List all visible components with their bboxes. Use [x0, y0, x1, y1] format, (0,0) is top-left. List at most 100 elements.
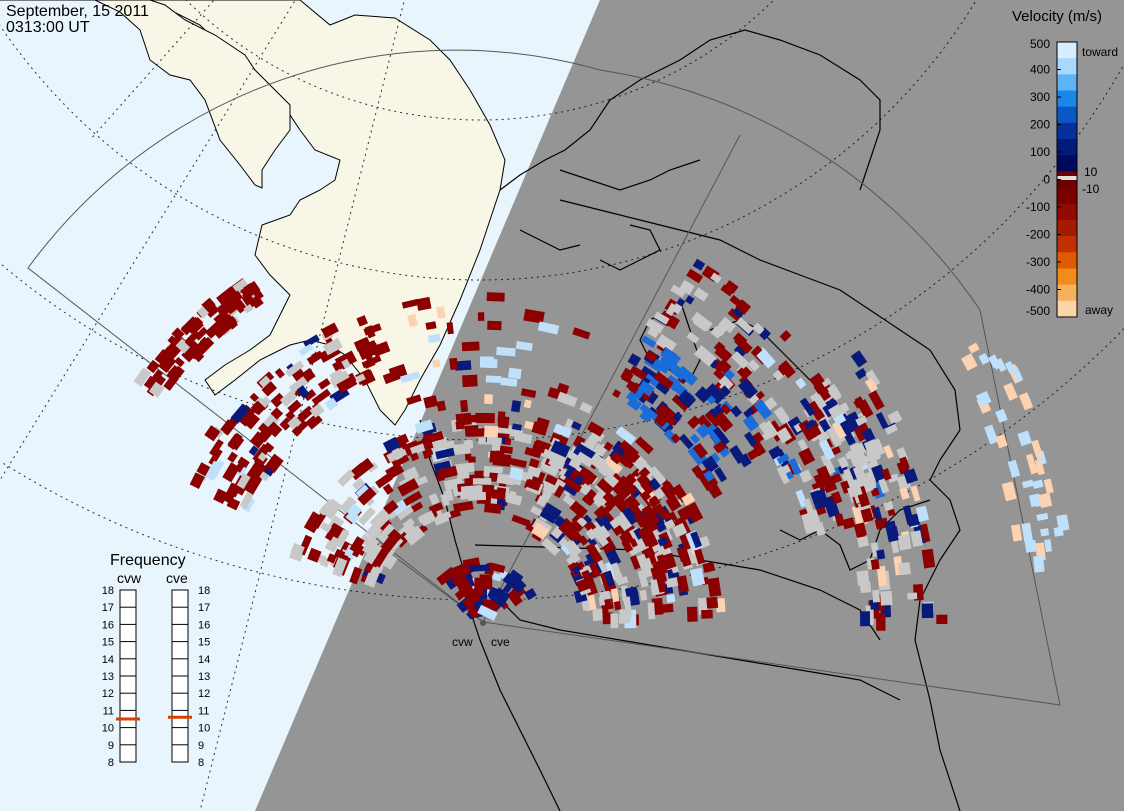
- frequency-tick-label: 12: [102, 688, 114, 700]
- velocity-cell: [485, 375, 502, 384]
- velocity-cell: [678, 531, 691, 551]
- velocity-cell: [259, 471, 270, 482]
- velocity-cell: [356, 315, 368, 327]
- velocity-cell: [593, 505, 609, 520]
- colorbar-segment: [1057, 155, 1077, 173]
- velocity-cell: [414, 419, 434, 434]
- velocity-cell: [500, 377, 518, 387]
- velocity-cell: [637, 569, 649, 588]
- frequency-tick-label: 8: [198, 757, 204, 769]
- velocity-cell: [507, 457, 527, 468]
- velocity-cell: [604, 598, 612, 609]
- velocity-cell: [756, 348, 776, 369]
- velocity-cell: [588, 453, 607, 471]
- velocity-cell: [875, 411, 889, 430]
- velocity-cell: [248, 297, 260, 308]
- velocity-cell: [544, 474, 558, 486]
- velocity-cell: [288, 376, 309, 395]
- velocity-cell: [634, 512, 648, 528]
- velocity-cell: [870, 558, 880, 570]
- colorbar-tick-label: 0: [1043, 173, 1050, 187]
- velocity-cell: [903, 468, 919, 484]
- velocity-cell: [446, 322, 454, 335]
- velocity-cell: [758, 421, 774, 440]
- velocity-cell: [349, 536, 365, 554]
- colorbar-segment: [1057, 42, 1077, 59]
- colorbar-tick-label: 500: [1030, 37, 1050, 51]
- velocity-cell: [237, 456, 250, 469]
- velocity-cell: [421, 436, 434, 451]
- velocity-cell: [432, 359, 441, 368]
- velocity-cell: [798, 447, 816, 466]
- freq-label-cve: cve: [166, 570, 188, 586]
- velocity-cell: [326, 553, 337, 564]
- velocity-cell: [576, 516, 588, 528]
- velocity-cell: [860, 611, 871, 627]
- colorbar-segment: [1057, 58, 1077, 75]
- velocity-cell: [296, 385, 310, 399]
- velocity-cell: [689, 567, 706, 587]
- velocity-cell: [402, 490, 423, 507]
- velocity-cell: [868, 390, 885, 411]
- velocity-cell: [776, 453, 790, 465]
- velocity-cell: [581, 569, 594, 586]
- velocity-cell: [452, 443, 471, 456]
- velocity-cell: [593, 530, 609, 547]
- velocity-cell: [297, 405, 315, 422]
- velocity-cell: [563, 449, 584, 465]
- velocity-cell: [776, 427, 792, 444]
- velocity-cell: [491, 572, 502, 582]
- velocity-cell: [855, 367, 868, 380]
- colorbar-segment: [1057, 90, 1077, 108]
- velocity-cell: [656, 554, 667, 566]
- frequency-tick-label: 16: [102, 619, 114, 631]
- colorbar-small-tick: -10: [1082, 182, 1100, 196]
- velocity-cell: [488, 588, 509, 608]
- velocity-cell: [907, 592, 918, 600]
- velocity-cell: [526, 478, 542, 492]
- velocity-cell: [626, 396, 642, 412]
- velocity-cell: [639, 589, 648, 601]
- velocity-cell: [270, 407, 284, 420]
- velocity-cell: [598, 465, 610, 477]
- velocity-cell: [303, 389, 317, 402]
- velocity-cell: [612, 389, 622, 399]
- velocity-cell: [653, 371, 674, 390]
- velocity-cell: [341, 358, 351, 369]
- velocity-cell: [820, 453, 836, 475]
- velocity-cell: [615, 426, 637, 445]
- frequency-tick-label: 16: [198, 619, 210, 631]
- velocity-cell: [701, 455, 719, 474]
- velocity-cell: [460, 399, 469, 413]
- velocity-cell: [491, 503, 502, 514]
- velocity-cell: [620, 454, 635, 468]
- velocity-cell: [303, 511, 324, 534]
- date-label: September, 15 2011: [6, 3, 149, 20]
- velocity-cell: [686, 606, 698, 622]
- velocity-cell: [435, 447, 455, 460]
- velocity-cell: [876, 565, 888, 587]
- velocity-cell: [180, 320, 196, 336]
- velocity-cell: [232, 298, 248, 314]
- velocity-cell: [692, 258, 706, 271]
- velocity-cell: [602, 455, 623, 476]
- velocity-cell: [230, 403, 251, 424]
- velocity-cell: [855, 416, 866, 427]
- velocity-cell: [610, 562, 624, 584]
- colorbar-tick-label: 400: [1030, 63, 1050, 77]
- velocity-cell: [209, 304, 220, 315]
- velocity-cell: [572, 565, 582, 576]
- velocity-cell: [676, 575, 689, 593]
- velocity-cell: [665, 577, 679, 588]
- velocity-cell: [910, 485, 921, 502]
- velocity-cell: [1053, 526, 1064, 537]
- colorbar-tick-label: 100: [1030, 145, 1050, 159]
- velocity-cell: [318, 504, 329, 516]
- velocity-cell: [753, 399, 773, 420]
- velocity-cell: [584, 471, 598, 485]
- velocity-cell: [585, 542, 603, 564]
- radar-sites: cvw cve: [452, 620, 510, 649]
- velocity-cell: [402, 517, 415, 530]
- velocity-cell: [665, 302, 678, 317]
- velocity-cell: [205, 306, 217, 318]
